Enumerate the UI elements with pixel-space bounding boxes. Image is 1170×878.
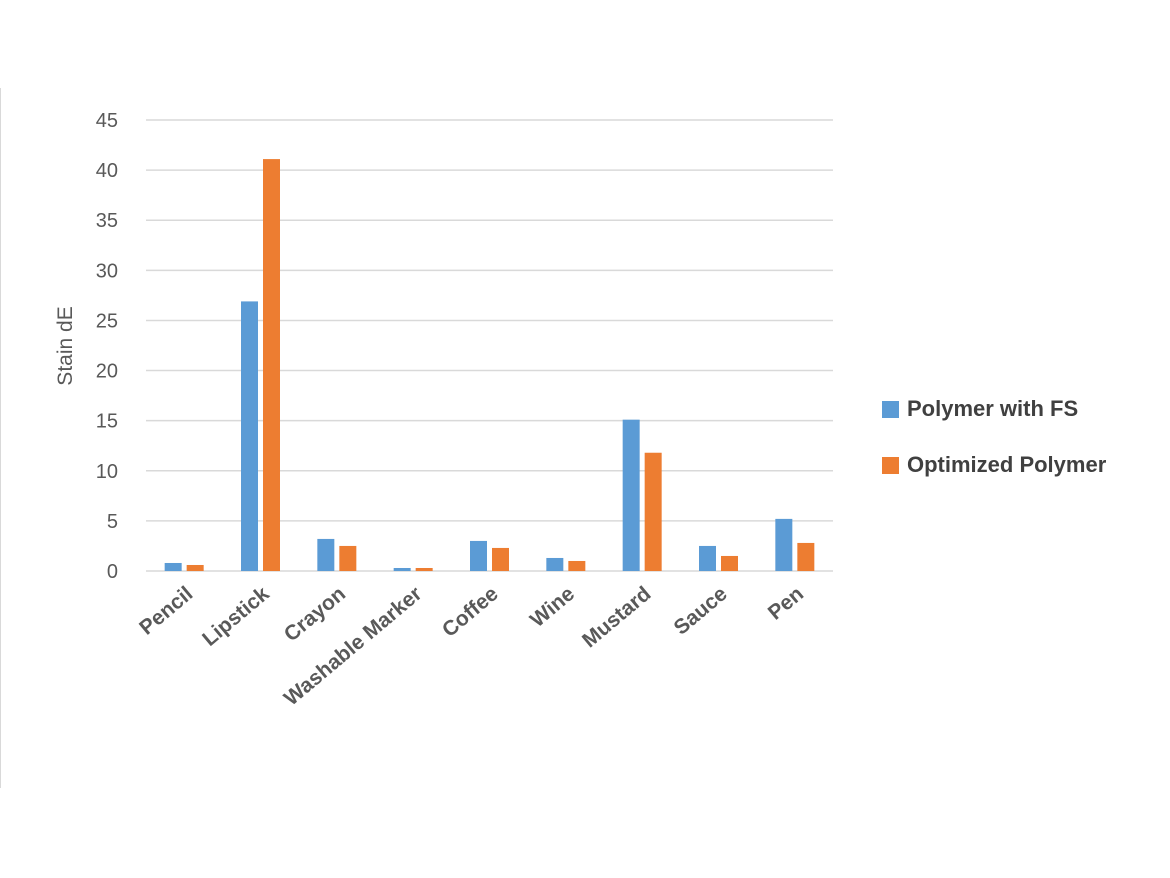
legend-item-series-1: Polymer with FS xyxy=(882,392,1106,426)
x-category-label: Coffee xyxy=(438,582,503,642)
x-category-label: Pen xyxy=(764,582,808,624)
x-category-label: Washable Marker xyxy=(280,582,427,710)
y-tick-label: 30 xyxy=(96,260,118,282)
bar-series-2-crayon xyxy=(339,545,357,571)
bar-series-2-pencil xyxy=(186,564,204,571)
frame-border xyxy=(0,88,1,788)
y-axis-ticks: 0 5 10 15 20 25 30 35 40 45 xyxy=(96,110,118,583)
bar-series-1-washable-marker xyxy=(393,567,411,571)
legend-label-series-1: Polymer with FS xyxy=(907,396,1079,421)
bar-series-1-pencil xyxy=(164,562,182,571)
y-axis-title: Stain dE xyxy=(54,306,77,385)
bar-series-2-pen xyxy=(797,542,815,571)
legend-swatch-series-2 xyxy=(882,456,899,474)
x-category-label: Pencil xyxy=(135,582,197,639)
x-category-label: Crayon xyxy=(280,582,350,646)
gridlines xyxy=(146,119,833,572)
bar-series-1-mustard xyxy=(622,419,640,571)
legend-item-series-2: Optimized Polymer xyxy=(882,448,1106,482)
y-tick-label: 20 xyxy=(96,361,118,383)
y-tick-label: 0 xyxy=(107,561,118,583)
bar-series-1-lipstick xyxy=(241,301,258,571)
y-tick-label: 15 xyxy=(96,411,118,433)
y-tick-label: 5 xyxy=(107,511,118,533)
bar-series-2-wine xyxy=(568,560,586,571)
x-category-label: Mustard xyxy=(578,582,655,652)
y-tick-label: 25 xyxy=(96,310,118,332)
bar-series-2-washable-marker xyxy=(415,567,433,571)
bar-series-1-pen xyxy=(775,518,793,571)
bar-series-1-wine xyxy=(546,557,564,571)
y-tick-label: 35 xyxy=(96,210,118,232)
legend-swatch-series-1 xyxy=(882,400,899,418)
bar-series-2-lipstick xyxy=(263,159,280,571)
bar-series-2-coffee xyxy=(492,547,509,571)
x-category-label: Wine xyxy=(526,582,579,632)
bar-series-1-coffee xyxy=(470,540,487,571)
y-tick-label: 10 xyxy=(96,461,118,483)
y-tick-label: 40 xyxy=(96,160,118,182)
x-category-label: Lipstick xyxy=(198,582,274,651)
legend-label-series-2: Optimized Polymer xyxy=(907,452,1107,477)
legend: Polymer with FS Optimized Polymer xyxy=(882,392,1106,504)
bar-series-1-crayon xyxy=(317,538,335,571)
bar-series-1-sauce xyxy=(699,545,716,571)
bar-series-2-mustard xyxy=(644,452,662,571)
bar-series-2-sauce xyxy=(721,555,738,571)
x-category-label: Sauce xyxy=(670,582,732,639)
y-tick-label: 45 xyxy=(96,110,118,132)
bars xyxy=(164,159,815,571)
